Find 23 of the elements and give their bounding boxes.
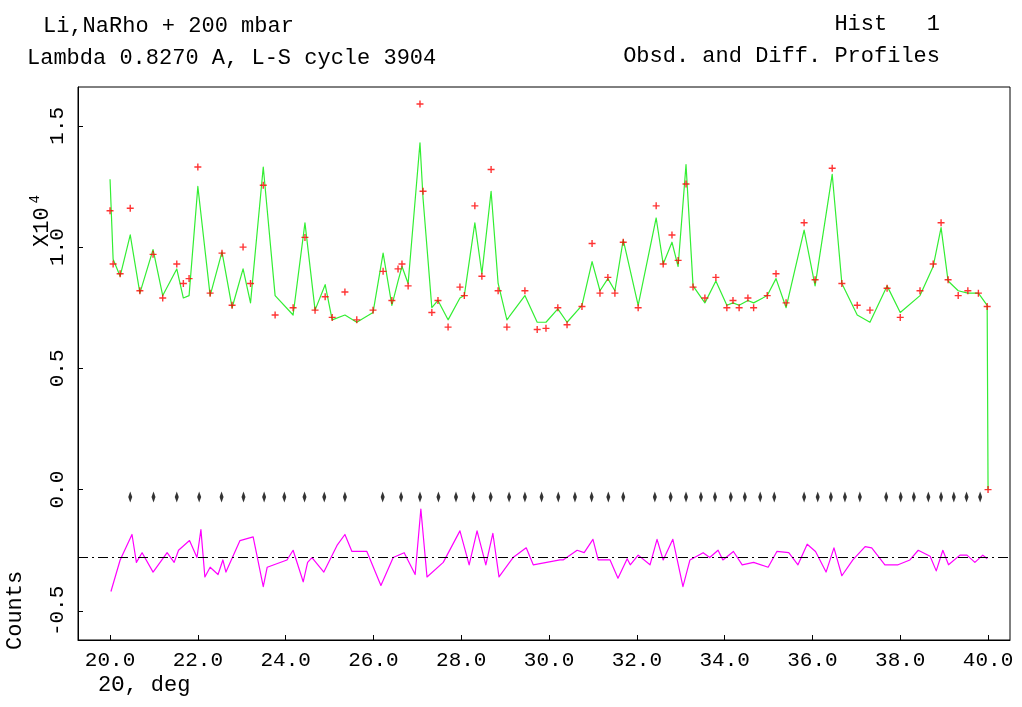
y-tick-label: 1.0 <box>46 228 69 266</box>
y-tick-label: 1.5 <box>46 106 69 145</box>
y-tick-label: -0.5 <box>46 585 69 637</box>
x-tick-label: 22.0 <box>172 649 224 672</box>
x-axis-title: 2Θ, deg <box>98 672 191 698</box>
x-tick-label: 30.0 <box>523 649 575 672</box>
text: Obsd. and Diff. Profiles <box>623 43 941 69</box>
chart-title: Li,NaRho + 200 mbar <box>43 13 294 39</box>
x-tick-label: 24.0 <box>260 649 311 672</box>
y-axis-title: Counts <box>2 570 28 650</box>
x-tick-label: 20.0 <box>84 649 136 672</box>
y-tick-label: 0.0 <box>46 470 69 509</box>
text: Hist 1 <box>834 11 941 37</box>
x-tick-label: 36.0 <box>787 649 838 672</box>
chart-subtitle: Lambda 0.8270 A, L-S cycle 3904 <box>27 45 437 71</box>
x-tick-label: 40.0 <box>962 649 1014 672</box>
x-tick-label: 26.0 <box>348 649 399 672</box>
x-tick-label: 32.0 <box>611 649 663 672</box>
x-tick-label: 28.0 <box>436 649 487 672</box>
x-tick-label: 38.0 <box>875 649 926 672</box>
y-tick-label: 0.5 <box>46 349 69 388</box>
x-tick-label: 34.0 <box>699 649 750 672</box>
line-series <box>110 508 988 593</box>
